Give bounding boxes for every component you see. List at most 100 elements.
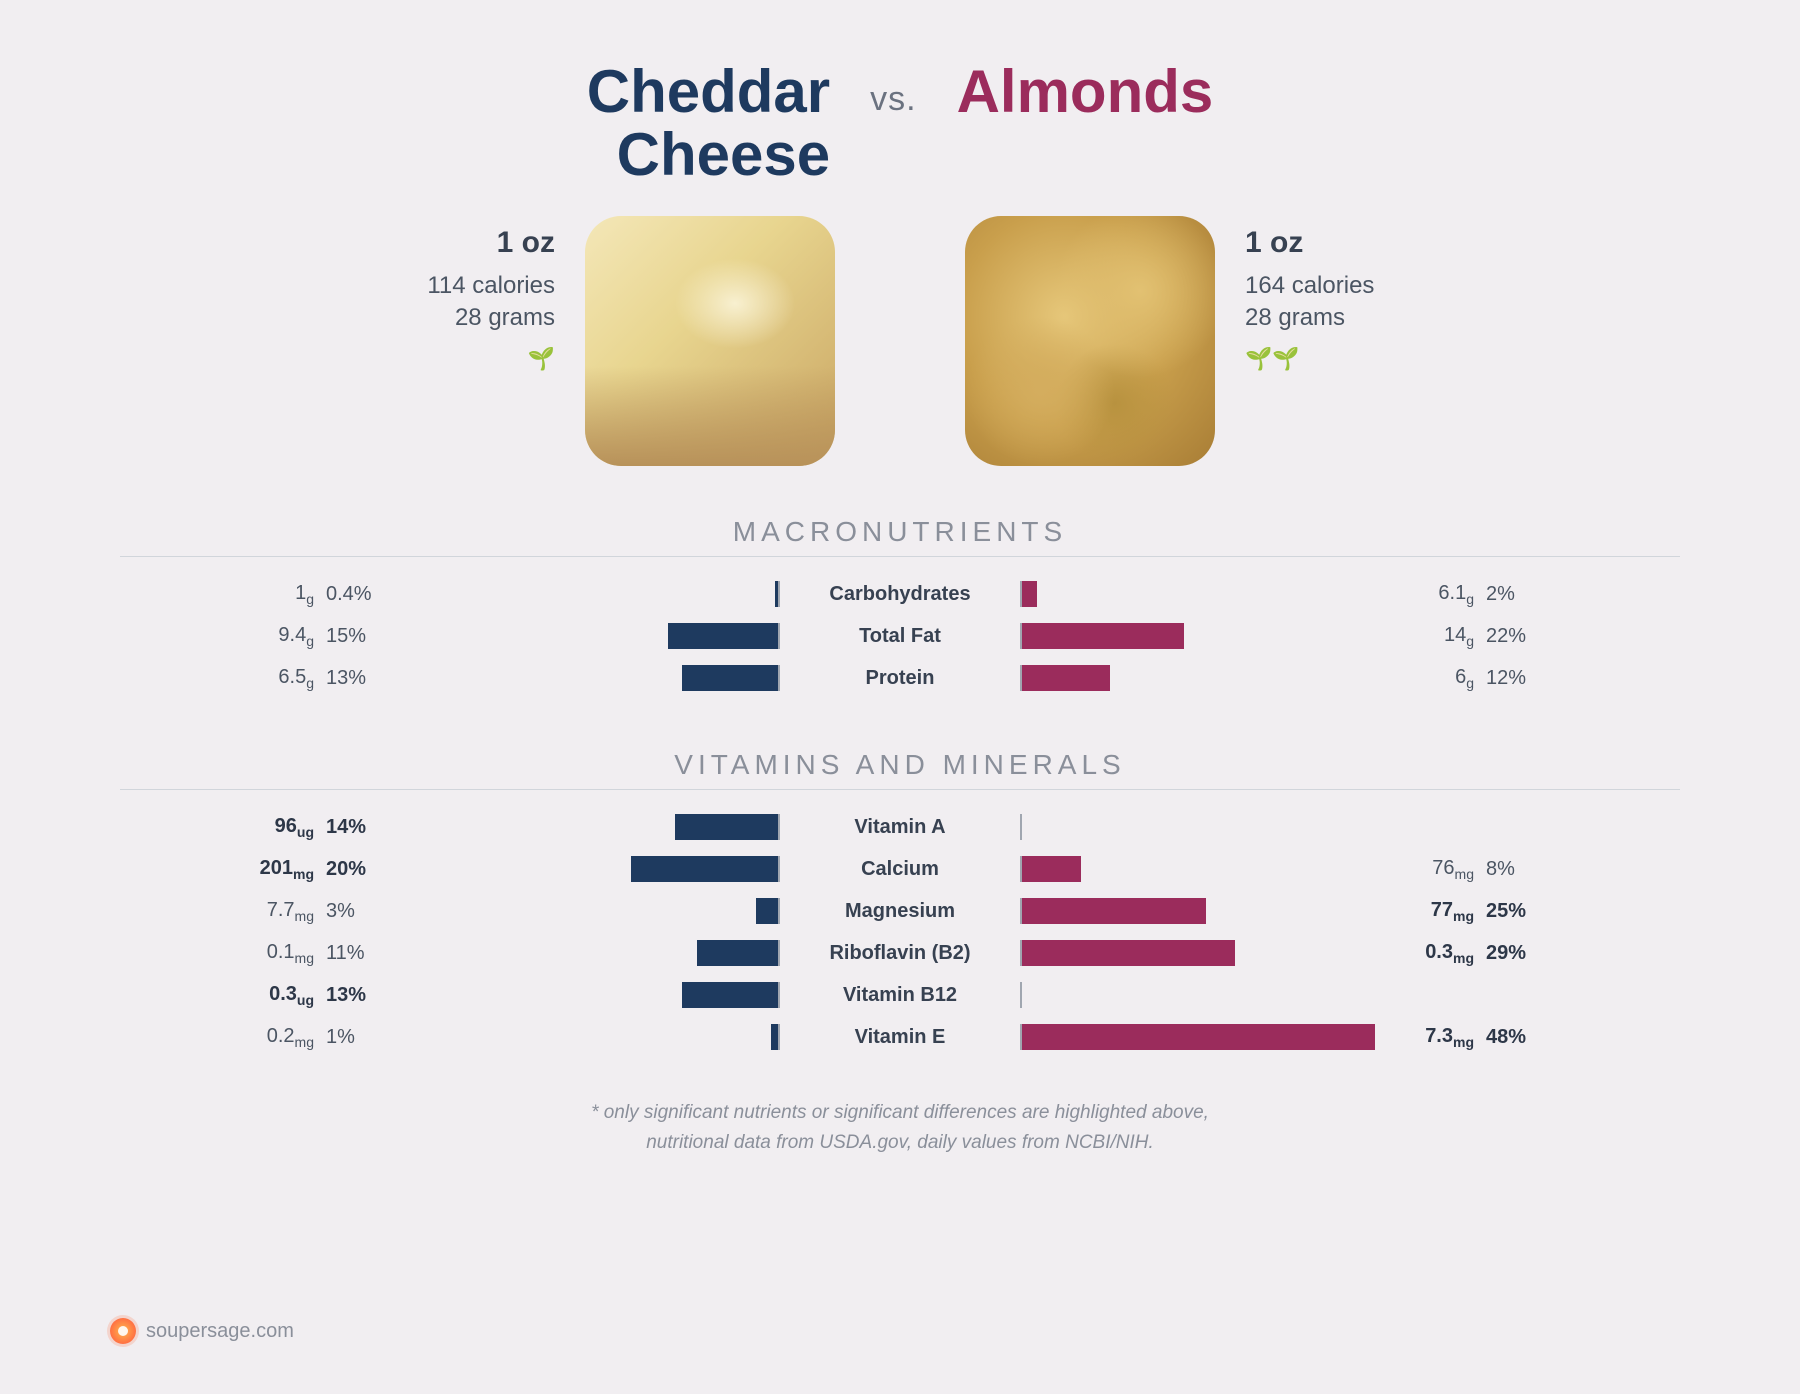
right-percent: 2% — [1480, 583, 1590, 606]
right-amount: 6g — [1390, 666, 1480, 691]
left-percent: 14% — [320, 816, 410, 839]
left-amount: 201mg — [210, 857, 320, 882]
divider — [120, 789, 1680, 790]
right-bar — [1020, 856, 1390, 882]
right-amount: 6.1g — [1390, 582, 1480, 607]
nutrient-row: 9.4g15% Total Fat 14g22% — [210, 615, 1590, 657]
leaf-icon: 🌱 — [385, 346, 555, 372]
right-amount: 0.3mg — [1390, 941, 1480, 966]
right-food-title: Almonds — [957, 60, 1214, 123]
right-grams: 28 grams — [1245, 304, 1415, 332]
right-percent: 29% — [1480, 942, 1590, 965]
right-amount: 7.3mg — [1390, 1025, 1480, 1050]
vs-label: vs. — [870, 80, 916, 119]
nutrient-label: Magnesium — [780, 900, 1020, 923]
left-percent: 11% — [320, 942, 410, 965]
left-amount: 6.5g — [210, 666, 320, 691]
left-calories: 114 calories — [385, 272, 555, 300]
left-percent: 0.4% — [320, 583, 410, 606]
left-title-line2: Cheese — [587, 123, 830, 186]
right-amount: 76mg — [1390, 857, 1480, 882]
footnote-line2: nutritional data from USDA.gov, daily va… — [120, 1128, 1680, 1158]
almonds-image — [965, 216, 1215, 466]
right-bar — [1020, 940, 1390, 966]
left-item-block: 1 oz 114 calories 28 grams 🌱 — [385, 216, 835, 466]
nutrient-row: 0.2mg1% Vitamin E 7.3mg48% — [210, 1016, 1590, 1058]
left-bar — [410, 581, 780, 607]
left-amount: 9.4g — [210, 624, 320, 649]
nutrient-row: 1g0.4% Carbohydrates 6.1g2% — [210, 573, 1590, 615]
right-percent: 8% — [1480, 858, 1590, 881]
left-percent: 15% — [320, 625, 410, 648]
right-bar — [1020, 898, 1390, 924]
nutrient-row: 6.5g13% Protein 6g12% — [210, 657, 1590, 699]
nutrient-label: Vitamin A — [780, 816, 1020, 839]
left-bar — [410, 856, 780, 882]
footnote-line1: * only significant nutrients or signific… — [120, 1098, 1680, 1128]
right-amount: 77mg — [1390, 899, 1480, 924]
left-amount: 0.3ug — [210, 983, 320, 1008]
right-bar — [1020, 814, 1390, 840]
right-percent: 12% — [1480, 667, 1590, 690]
left-percent: 1% — [320, 1026, 410, 1049]
left-amount: 96ug — [210, 815, 320, 840]
nutrient-label: Vitamin B12 — [780, 984, 1020, 1007]
nutrient-label: Total Fat — [780, 625, 1020, 648]
macros-title: MACRONUTRIENTS — [120, 516, 1680, 548]
left-bar — [410, 1024, 780, 1050]
footer-text: soupersage.com — [146, 1320, 294, 1343]
left-amount: 7.7mg — [210, 899, 320, 924]
left-percent: 13% — [320, 984, 410, 1007]
right-bar — [1020, 665, 1390, 691]
left-percent: 3% — [320, 900, 410, 923]
macros-rows: 1g0.4% Carbohydrates 6.1g2% 9.4g15% Total Fa… — [120, 573, 1680, 699]
right-bar — [1020, 581, 1390, 607]
nutrient-row: 96ug14% Vitamin A — [210, 806, 1590, 848]
right-percent: 48% — [1480, 1026, 1590, 1049]
left-title-line1: Cheddar — [587, 60, 830, 123]
header: Cheddar Cheese vs. Almonds — [120, 60, 1680, 186]
footnote: * only significant nutrients or signific… — [120, 1098, 1680, 1159]
right-bar — [1020, 623, 1390, 649]
left-amount: 0.2mg — [210, 1025, 320, 1050]
nutrient-row: 7.7mg3%Magnesium77mg25% — [210, 890, 1590, 932]
nutrient-label: Vitamin E — [780, 1026, 1020, 1049]
left-info: 1 oz 114 calories 28 grams 🌱 — [385, 216, 585, 372]
right-serving: 1 oz — [1245, 226, 1415, 260]
nutrient-row: 0.1mg11% Riboflavin (B2) 0.3mg29% — [210, 932, 1590, 974]
nutrient-label: Carbohydrates — [780, 583, 1020, 606]
nutrient-label: Riboflavin (B2) — [780, 942, 1020, 965]
right-item-block: 1 oz 164 calories 28 grams 🌱🌱 — [965, 216, 1415, 466]
left-serving: 1 oz — [385, 226, 555, 260]
left-percent: 20% — [320, 858, 410, 881]
left-amount: 1g — [210, 582, 320, 607]
left-food-title: Cheddar Cheese — [587, 60, 830, 186]
nutrient-row: 201mg20%Calcium76mg8% — [210, 848, 1590, 890]
left-bar — [410, 898, 780, 924]
left-percent: 13% — [320, 667, 410, 690]
left-grams: 28 grams — [385, 304, 555, 332]
nutrient-row: 0.3ug13% Vitamin B12 — [210, 974, 1590, 1016]
left-bar — [410, 982, 780, 1008]
nutrient-label: Protein — [780, 667, 1020, 690]
right-bar — [1020, 982, 1390, 1008]
right-amount: 14g — [1390, 624, 1480, 649]
right-info: 1 oz 164 calories 28 grams 🌱🌱 — [1215, 216, 1415, 372]
infographic-container: Cheddar Cheese vs. Almonds 1 oz 114 calo… — [0, 0, 1800, 1159]
right-percent: 22% — [1480, 625, 1590, 648]
right-calories: 164 calories — [1245, 272, 1415, 300]
left-bar — [410, 665, 780, 691]
footer: soupersage.com — [110, 1318, 294, 1344]
items-row: 1 oz 114 calories 28 grams 🌱 1 oz 164 ca… — [120, 216, 1680, 466]
vitamins-rows: 96ug14% Vitamin A 201mg20%Calcium76mg8% 7.7… — [120, 806, 1680, 1058]
leaf-icon: 🌱🌱 — [1245, 346, 1415, 372]
logo-icon — [110, 1318, 136, 1344]
right-bar — [1020, 1024, 1390, 1050]
left-bar — [410, 940, 780, 966]
left-bar — [410, 814, 780, 840]
left-amount: 0.1mg — [210, 941, 320, 966]
left-bar — [410, 623, 780, 649]
cheese-image — [585, 216, 835, 466]
divider — [120, 556, 1680, 557]
vitamins-title: VITAMINS AND MINERALS — [120, 749, 1680, 781]
